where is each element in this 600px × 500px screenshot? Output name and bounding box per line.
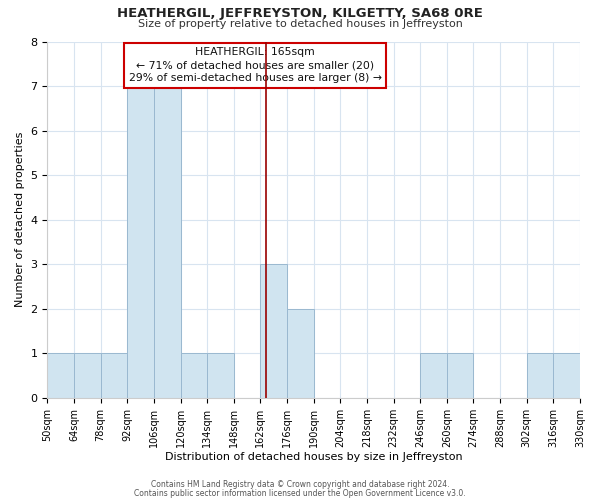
Text: HEATHERGIL: 165sqm  
← 71% of detached houses are smaller (20)
29% of semi-detac: HEATHERGIL: 165sqm ← 71% of detached hou… <box>128 47 382 83</box>
Bar <box>447 354 473 398</box>
Bar <box>420 354 447 398</box>
X-axis label: Distribution of detached houses by size in Jeffreyston: Distribution of detached houses by size … <box>165 452 463 462</box>
Bar <box>74 354 101 398</box>
Text: Size of property relative to detached houses in Jeffreyston: Size of property relative to detached ho… <box>137 19 463 29</box>
Text: HEATHERGIL, JEFFREYSTON, KILGETTY, SA68 0RE: HEATHERGIL, JEFFREYSTON, KILGETTY, SA68 … <box>117 8 483 20</box>
Bar <box>127 86 154 398</box>
Y-axis label: Number of detached properties: Number of detached properties <box>15 132 25 308</box>
Bar <box>527 354 553 398</box>
Bar <box>207 354 234 398</box>
Bar <box>181 354 207 398</box>
Bar <box>101 354 127 398</box>
Bar <box>260 264 287 398</box>
Bar <box>154 86 181 398</box>
Bar <box>287 309 314 398</box>
Bar <box>553 354 580 398</box>
Text: Contains public sector information licensed under the Open Government Licence v3: Contains public sector information licen… <box>134 489 466 498</box>
Text: Contains HM Land Registry data © Crown copyright and database right 2024.: Contains HM Land Registry data © Crown c… <box>151 480 449 489</box>
Bar <box>47 354 74 398</box>
